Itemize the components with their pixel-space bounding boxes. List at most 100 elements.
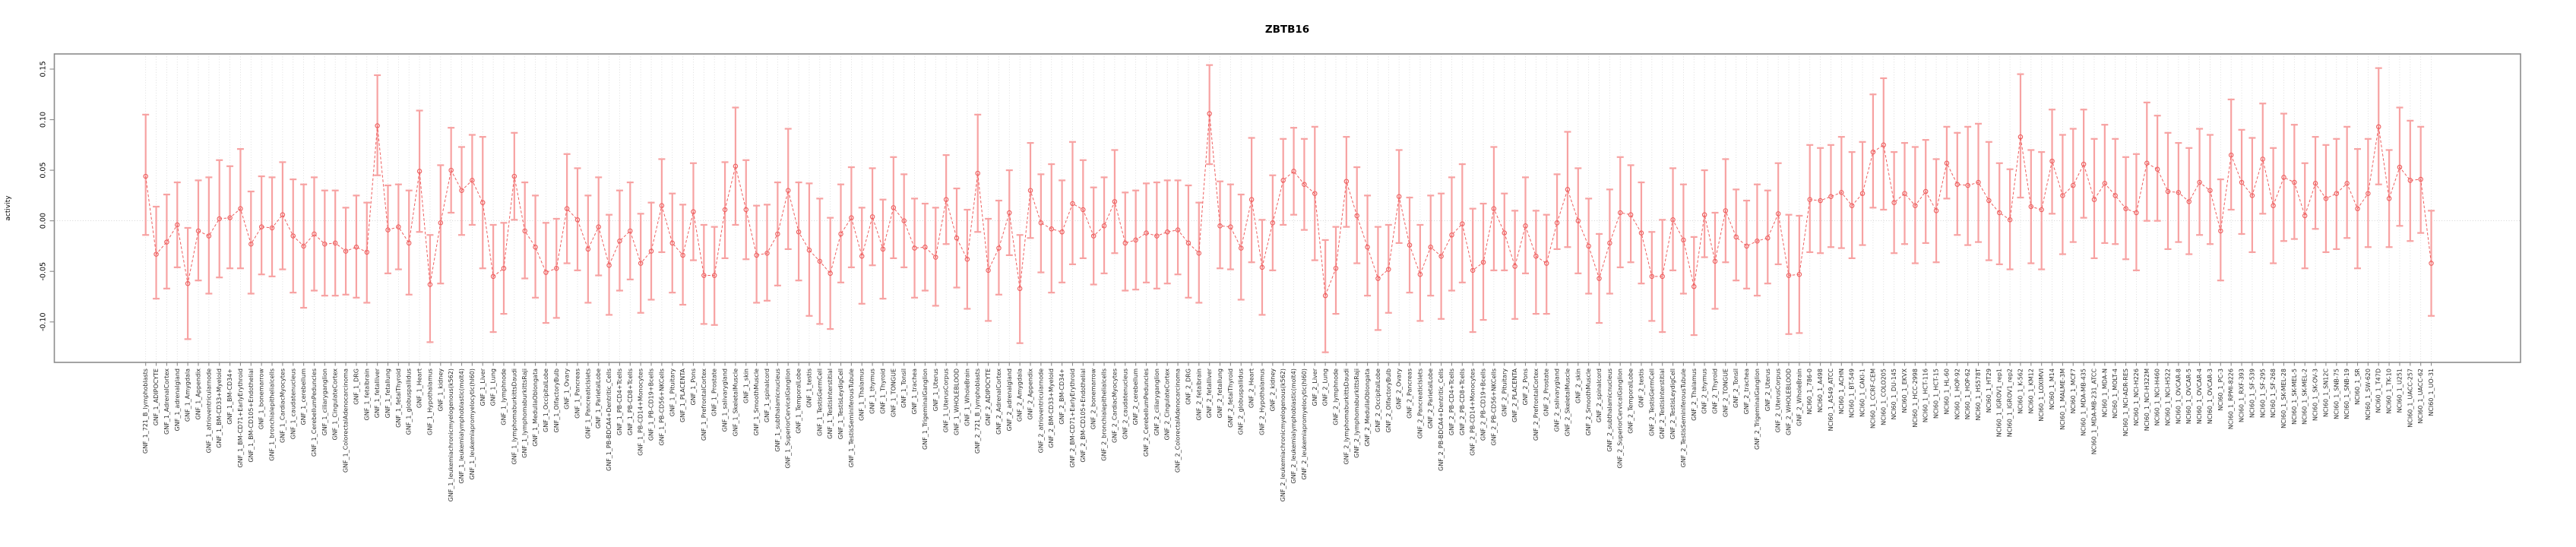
x-tick-label: NCI60_1_MOLT-4: [2112, 368, 2119, 419]
x-tick-label: GNF_1_ColorectalAdenocarcinoma: [343, 368, 350, 473]
x-tick-label: GNF_1_salivarygland: [722, 368, 729, 432]
data-point: [2239, 179, 2245, 185]
data-point: [1691, 283, 1697, 289]
data-point: [406, 240, 412, 246]
x-tick-label: GNF_1_leukemialymphoblastic(molt4): [458, 368, 465, 484]
x-tick-label: GNF_2_TrigeminalGanglion: [1754, 368, 1761, 450]
data-point: [711, 273, 717, 278]
data-point: [1859, 191, 1866, 196]
x-tick-label: NCI60_1_SK-MEL-28: [2280, 368, 2287, 428]
x-tick-label: GNF_1_CingulateCortex: [332, 368, 339, 441]
x-tick-label: NCI60_1_HCT-116: [1923, 368, 1929, 422]
data-point: [1070, 201, 1075, 207]
x-tick-label: GNF_1_Prostate: [711, 368, 718, 416]
x-tick-label: GNF_2_PB-CD56+NKCells: [1490, 368, 1497, 446]
x-tick-label: GNF_2_fetalliver: [1206, 368, 1213, 418]
x-tick-label: GNF_1_caudatenucleus: [290, 368, 296, 439]
x-tick-label: NCI60_1_KM12: [2027, 368, 2034, 414]
x-tick-label: GNF_2_skin: [1574, 368, 1581, 403]
x-tick-label: NCI60_1_RPMI-8226: [2228, 368, 2235, 429]
data-point: [828, 270, 833, 277]
data-point: [1312, 191, 1318, 196]
data-point: [1291, 169, 1296, 174]
x-tick-label: NCI60_1_RXF-393: [2239, 368, 2245, 422]
plot-frame: [53, 53, 2521, 363]
data-point: [1712, 258, 1718, 264]
x-tick-label: GNF_1_SmoothMuscle: [753, 368, 760, 436]
x-tick-label: GNF_2_leukemialymphoblastic(molt4): [1290, 368, 1297, 484]
x-tick-label: GNF_1_fetallung: [385, 368, 391, 418]
x-tick-label: GNF_1_fetalbrain: [363, 368, 370, 420]
data-point: [2123, 206, 2128, 211]
data-point: [1460, 221, 1465, 226]
data-point: [396, 224, 401, 229]
x-tick-label: GNF_1_thymus: [869, 368, 876, 414]
data-point: [1133, 237, 1138, 243]
x-tick-label: NCI60_1_SF-295: [2259, 368, 2266, 418]
x-tick-label: GNF_1_atrioventricularnode: [205, 368, 212, 453]
x-tick-label: NCI60_1_SF-268: [2270, 368, 2277, 418]
x-tick-label: NCI60_1_K-562: [2017, 368, 2024, 414]
x-tick-label: NCI60_1_M14: [2049, 368, 2055, 409]
x-tick-label: GNF_1_TONGUE: [890, 368, 897, 417]
x-tick-label: NCI60_1_NCI-H322M: [2144, 368, 2150, 431]
x-tick-label: GNF_2_PLACENTA: [1511, 368, 1518, 422]
x-tick-label: GNF_1_Thalamus: [859, 368, 866, 421]
x-tick-label: NCI60_1_T47D: [2375, 368, 2382, 413]
x-tick-label: NCI60_1_SR: [2354, 368, 2361, 405]
x-tick-label: GNF_1_AdrenalCortex: [163, 368, 170, 435]
data-point: [1523, 223, 1528, 229]
x-tick-label: GNF_1_bronchialepithelialcells: [269, 368, 276, 461]
series-line: [145, 113, 2432, 296]
data-point: [775, 231, 780, 237]
data-point: [628, 228, 633, 234]
data-point: [2060, 193, 2065, 198]
data-point: [943, 197, 949, 202]
data-point: [217, 216, 222, 222]
x-tick-label: NCI60_1_EKVX: [1901, 368, 1908, 413]
data-point: [1891, 200, 1897, 205]
data-point: [1101, 223, 1107, 229]
x-tick-label: NCI60_1_UO-31: [2428, 368, 2435, 416]
data-point: [2102, 181, 2108, 186]
x-tick-label: GNF_1_TestisGermCell: [816, 368, 823, 436]
x-tick-label: GNF_1_TestisLeydigCell: [837, 368, 844, 439]
data-point: [1196, 250, 1202, 256]
x-tick-label: GNF_2_fetalbrain: [1195, 368, 1202, 420]
data-point: [1449, 232, 1454, 238]
data-point: [986, 267, 991, 274]
x-tick-label: GNF_2_ciliaryganglion: [1154, 368, 1160, 435]
x-tick-label: GNF_1_lymphomaburkittsDaudi: [511, 368, 517, 465]
data-point: [733, 163, 739, 169]
data-point: [312, 231, 317, 237]
x-tick-label: GNF_2_leukemiapromyelocytic(hl60): [1301, 368, 1308, 480]
x-tick-label: GNF_2_spinalcord: [1596, 368, 1603, 422]
x-tick-label: GNF_1_TestisInterstitial: [827, 368, 834, 439]
x-tick-label: GNF_1_leukemiachronicmyelogenous(k562): [448, 368, 454, 501]
data-point: [817, 258, 823, 264]
data-point: [1996, 210, 2002, 216]
x-tick-label: GNF_2_Ovary: [1396, 368, 1403, 409]
data-point: [1881, 142, 1887, 148]
x-tick-label: NCI60_1_BT-549: [1849, 368, 1856, 418]
y-tick-label: 0.10: [40, 112, 48, 128]
x-tick-label: GNF_1_WholeBrain: [964, 368, 970, 426]
data-point: [459, 188, 464, 193]
x-tick-label: GNF_2_Pituitary: [1501, 368, 1508, 417]
data-point: [1354, 213, 1359, 219]
x-tick-label: GNF_2_SkeletalMuscle: [1564, 368, 1571, 436]
x-tick-label: NCI60_1_UACC-257: [2407, 368, 2413, 428]
x-tick-label: GNF_1_cerebellum: [300, 368, 307, 425]
y-tick-label: 0.05: [40, 163, 48, 179]
x-tick-label: GNF_2_BM-CD34+: [1059, 368, 1065, 425]
x-tick-label: NCI60_1_HOP-92: [1954, 368, 1960, 419]
data-point: [1185, 240, 1191, 246]
data-point: [1122, 240, 1128, 246]
data-point: [859, 253, 865, 259]
data-point: [2144, 160, 2150, 166]
data-point: [438, 220, 444, 226]
data-point: [238, 206, 243, 211]
x-tick-label: GNF_2_caudatenucleus: [1122, 368, 1128, 439]
x-tick-label: GNF_2_globuspallidus: [1238, 368, 1245, 435]
data-point: [1807, 197, 1812, 202]
